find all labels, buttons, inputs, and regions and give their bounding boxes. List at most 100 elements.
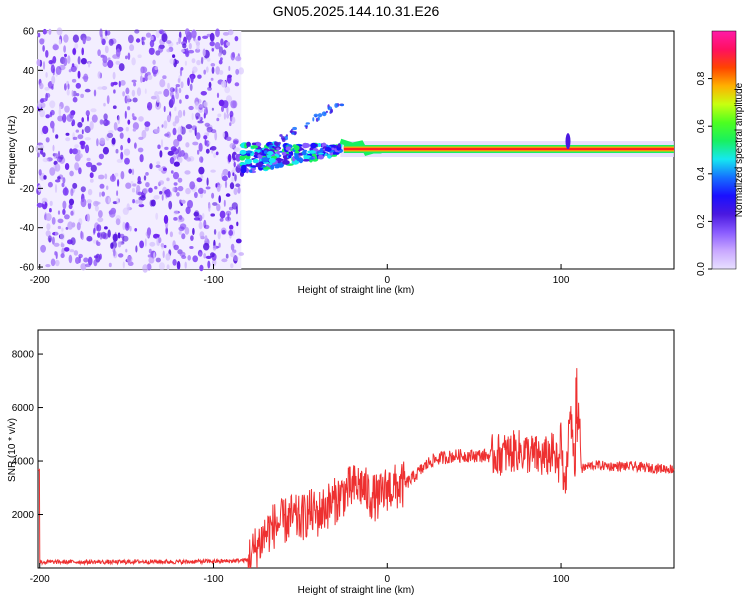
- spectrogram-panel: -200 -100 0 100 60 40 20 0 -20 -40 -60 Height of …: [7, 27, 675, 296]
- noise-speckle: [205, 186, 211, 190]
- noise-speckle: [43, 175, 47, 180]
- noise-speckle: [176, 41, 179, 45]
- noise-speckle: [218, 195, 221, 204]
- streak-blob: [281, 138, 286, 142]
- noise-speckle: [125, 126, 129, 132]
- noise-speckle: [206, 177, 209, 186]
- noise-speckle: [217, 113, 222, 118]
- noise-speckle: [111, 137, 116, 145]
- noise-speckle: [163, 244, 167, 249]
- noise-speckle: [72, 182, 78, 189]
- noise-speckle: [156, 94, 160, 103]
- noise-speckle: [54, 152, 59, 158]
- noise-speckle: [230, 116, 236, 124]
- noise-speckle: [115, 148, 119, 154]
- noise-speckle: [108, 196, 111, 204]
- noise-speckle: [187, 199, 193, 209]
- noise-speckle: [117, 126, 124, 132]
- noise-speckle: [159, 30, 163, 35]
- noise-speckle: [218, 70, 224, 75]
- noise-speckle: [99, 253, 102, 260]
- noise-speckle: [178, 152, 183, 158]
- noise-speckle: [235, 153, 241, 162]
- noise-speckle: [57, 225, 62, 230]
- noise-speckle: [112, 105, 117, 109]
- noise-speckle: [122, 91, 125, 97]
- noise-speckle: [179, 68, 183, 77]
- noise-speckle: [113, 248, 116, 257]
- noise-speckle: [177, 109, 183, 118]
- signal-blob: [324, 147, 332, 152]
- noise-speckle: [213, 152, 217, 158]
- noise-speckle: [89, 178, 94, 183]
- noise-speckle: [163, 120, 168, 129]
- noise-speckle: [36, 59, 41, 67]
- noise-speckle: [188, 129, 193, 133]
- noise-speckle: [45, 264, 51, 268]
- noise-speckle: [110, 82, 115, 87]
- noise-speckle: [132, 116, 137, 121]
- noise-speckle: [72, 48, 76, 55]
- noise-speckle: [140, 75, 143, 83]
- noise-speckle: [65, 132, 70, 136]
- noise-speckle: [137, 176, 141, 183]
- noise-speckle: [176, 134, 183, 142]
- signal-blob: [283, 158, 287, 162]
- noise-speckle: [133, 82, 137, 87]
- noise-speckle: [178, 215, 183, 220]
- noise-speckle: [132, 97, 138, 103]
- noise-speckle: [103, 113, 108, 121]
- noise-speckle: [147, 74, 153, 80]
- noise-speckle: [172, 127, 177, 136]
- streak-blob: [268, 144, 273, 150]
- noise-speckle: [46, 223, 51, 231]
- noise-speckle: [106, 132, 114, 139]
- noise-speckle: [169, 231, 173, 238]
- noise-speckle: [102, 146, 109, 155]
- noise-speckle: [127, 52, 131, 60]
- noise-speckle: [93, 200, 99, 207]
- noise-speckle: [45, 72, 48, 78]
- noise-speckle: [156, 237, 159, 246]
- noise-speckle: [191, 112, 194, 121]
- noise-speckle: [45, 50, 49, 58]
- noise-speckle: [227, 213, 230, 221]
- noise-speckle: [73, 250, 79, 256]
- noise-speckle: [210, 63, 216, 67]
- noise-speckle: [162, 75, 167, 80]
- noise-speckle: [156, 161, 161, 165]
- y-tick-label: -40: [20, 223, 35, 234]
- signal-blob: [310, 142, 317, 149]
- noise-speckle: [178, 36, 182, 45]
- noise-speckle: [166, 131, 171, 138]
- noise-speckle: [165, 226, 168, 235]
- noise-speckle: [119, 132, 124, 139]
- noise-speckle: [157, 91, 162, 95]
- noise-speckle: [227, 171, 231, 178]
- noise-speckle: [181, 233, 186, 240]
- signal-blob: [318, 152, 324, 155]
- noise-speckle: [58, 38, 62, 45]
- noise-speckle: [69, 111, 75, 119]
- noise-speckle: [204, 122, 210, 127]
- streak-blob: [312, 117, 315, 122]
- noise-speckle: [148, 257, 155, 264]
- noise-speckle: [131, 79, 137, 83]
- noise-speckle: [42, 152, 46, 158]
- noise-speckle: [125, 248, 128, 253]
- snr-frame: [37, 329, 675, 569]
- noise-speckle: [162, 250, 165, 259]
- noise-speckle: [152, 59, 156, 65]
- noise-speckle: [131, 168, 135, 176]
- noise-speckle: [52, 44, 59, 51]
- noise-speckle: [72, 136, 78, 140]
- streak-blob: [305, 125, 308, 129]
- noise-speckle: [186, 157, 192, 162]
- noise-speckle: [234, 174, 237, 182]
- noise-speckle: [202, 35, 209, 39]
- signal-blob: [250, 165, 257, 168]
- noise-speckle: [75, 129, 80, 133]
- noise-speckle: [195, 132, 201, 140]
- noise-speckle: [185, 187, 191, 195]
- noise-speckle: [230, 52, 235, 61]
